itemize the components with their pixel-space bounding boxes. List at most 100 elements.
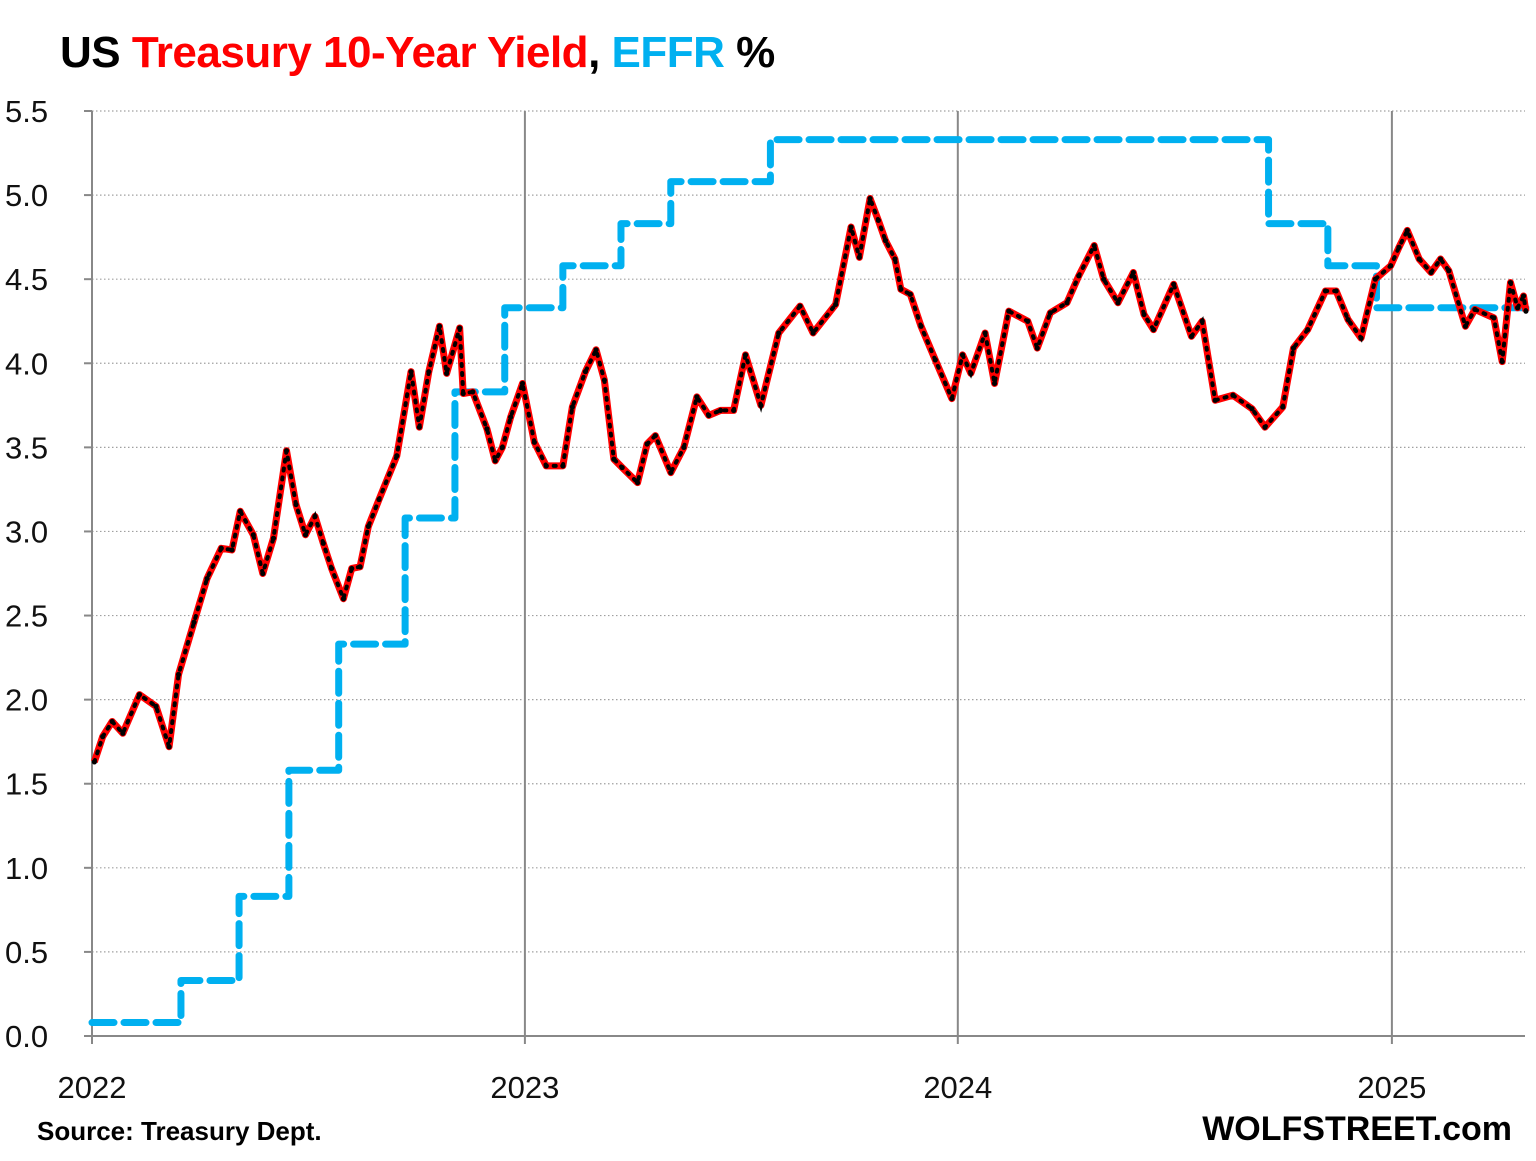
yield-point: [416, 424, 422, 430]
yield-point: [1141, 311, 1147, 318]
y-tick-label: 4.0: [5, 346, 48, 381]
yield-point: [833, 301, 839, 308]
yield-point: [519, 380, 526, 387]
yield-point: [237, 508, 243, 514]
yield-point: [1507, 279, 1514, 286]
yield-point: [229, 547, 235, 553]
y-tick-label: 1.5: [5, 767, 48, 802]
yield-point: [460, 390, 466, 397]
yield-point: [652, 432, 658, 439]
yield-point: [601, 377, 607, 383]
yield-point: [109, 718, 115, 725]
yield-point: [1171, 281, 1177, 287]
yield-point: [907, 291, 913, 297]
y-tick-label: 5.0: [5, 178, 48, 213]
yield-point: [1396, 244, 1402, 250]
yield-point: [1416, 256, 1422, 262]
yield-point: [1188, 333, 1195, 339]
y-tick-label: 5.5: [5, 94, 48, 129]
yield-point: [426, 369, 432, 375]
yield-point: [611, 456, 617, 462]
yield-point: [1491, 315, 1497, 321]
yield-point: [1115, 300, 1121, 306]
yield-point: [1047, 310, 1053, 316]
yield-point: [932, 357, 938, 363]
x-tick-label: 2025: [1357, 1070, 1426, 1105]
source-note: Source: Treasury Dept.: [37, 1116, 322, 1146]
y-tick-label: 4.5: [5, 262, 48, 297]
yield-point: [593, 347, 599, 353]
yield-point: [357, 564, 363, 570]
yield-point: [260, 570, 266, 577]
yield-point: [560, 463, 566, 469]
yield-point: [328, 565, 335, 572]
title-part-comma: ,: [588, 28, 612, 77]
yield-point: [508, 414, 514, 420]
yield-point: [918, 323, 924, 329]
yield-point: [1230, 392, 1236, 398]
yield-point: [153, 703, 159, 709]
x-tick-label: 2023: [490, 1070, 559, 1105]
yield-point: [742, 352, 749, 358]
yield-point: [499, 444, 505, 450]
title-part-percent: %: [724, 28, 775, 77]
yield-point: [1076, 273, 1082, 279]
y-tick-label: 2.5: [5, 599, 48, 634]
yield-point: [302, 532, 309, 538]
yield-point: [569, 404, 575, 410]
yield-point: [892, 256, 898, 262]
title-part-effr: EFFR: [611, 28, 725, 77]
yield-point: [867, 195, 873, 202]
yield-point: [1025, 318, 1031, 324]
yield-point: [376, 496, 382, 503]
yield-point: [1290, 345, 1297, 351]
yield-point: [1150, 327, 1157, 333]
yield-point: [694, 394, 700, 400]
yield-point: [470, 389, 476, 395]
yield-point: [1305, 327, 1311, 333]
effr-series: [88, 136, 1530, 1027]
yield-point: [250, 532, 256, 538]
yield-point: [218, 545, 224, 551]
yield-point: [968, 370, 974, 376]
y-tick-label: 1.0: [5, 851, 48, 886]
effr-line: [88, 136, 1530, 1027]
yield-point: [492, 458, 498, 464]
yield-point: [668, 469, 674, 476]
yield-point: [484, 426, 490, 432]
yield-point: [1212, 397, 1218, 403]
brand-watermark: WOLFSTREET.com: [1202, 1110, 1512, 1148]
yield-point: [1006, 308, 1012, 314]
yield-point: [1322, 288, 1329, 294]
yield-point: [1130, 269, 1136, 276]
yield-point: [543, 463, 549, 469]
yield-point: [100, 734, 106, 740]
yield-point: [706, 412, 712, 419]
yield-point: [1249, 406, 1255, 412]
yield-point: [444, 370, 450, 376]
yield-point: [1520, 293, 1527, 299]
yield-point: [1523, 308, 1529, 314]
yield-point: [1404, 227, 1410, 234]
yield-point: [283, 448, 290, 454]
tick-labels: 0.0 0.5 1.0 1.5 2.0 2.5 3.0 3.5 4.0 4.5 5.0 5.5 2022…: [5, 94, 1426, 1105]
yield-point: [312, 513, 318, 519]
yield-point: [758, 402, 764, 408]
yield-point: [856, 254, 862, 260]
title-part-us: US: [60, 28, 132, 77]
y-tick-label: 2.0: [5, 683, 48, 718]
yield-point: [120, 730, 126, 736]
yield-point: [1388, 263, 1394, 269]
yield-point: [457, 325, 463, 331]
yield-point: [731, 407, 737, 413]
yield-point: [1280, 404, 1286, 410]
yield-line: [91, 194, 1530, 763]
yield-markers-trace: [92, 191, 1528, 764]
x-tick-label: 2024: [923, 1070, 992, 1105]
yield-point: [91, 759, 97, 765]
yield-point: [204, 575, 210, 582]
yield-point: [1345, 316, 1351, 323]
yield-point: [1462, 323, 1469, 329]
yield-point: [619, 464, 625, 471]
